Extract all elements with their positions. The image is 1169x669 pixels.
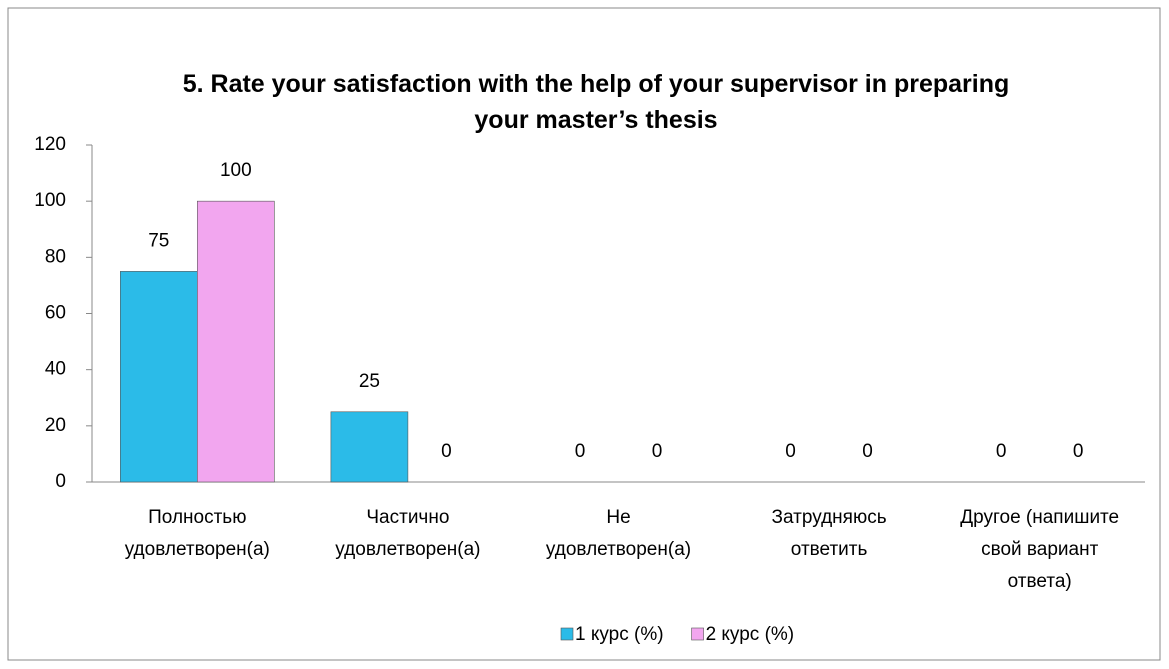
legend-swatch <box>691 627 704 641</box>
x-tick-label: Не удовлетворен(а) <box>546 507 691 560</box>
bar <box>197 200 275 483</box>
chart-title: 5. Rate your satisfaction with the help … <box>183 70 1010 134</box>
data-label: 0 <box>862 441 873 462</box>
data-label: 0 <box>785 441 796 462</box>
data-label: 100 <box>220 160 252 181</box>
y-tick-label: 0 <box>55 471 66 492</box>
data-label: 25 <box>359 371 380 392</box>
legend-label: 1 курс (%) <box>575 624 664 645</box>
y-tick-label: 20 <box>45 415 66 436</box>
legend-label: 2 курс (%) <box>706 624 795 645</box>
y-tick-label: 100 <box>34 190 66 211</box>
y-tick-label: 80 <box>45 246 66 267</box>
x-tick-label: Другое (напишите свой вариант ответа) <box>960 507 1119 592</box>
y-tick-label: 120 <box>34 134 66 155</box>
y-tick-label: 40 <box>45 359 66 380</box>
data-label: 0 <box>996 441 1007 462</box>
data-label: 0 <box>575 441 586 462</box>
data-label: 0 <box>441 441 452 462</box>
data-label: 75 <box>148 230 169 251</box>
data-label: 0 <box>652 441 663 462</box>
y-tick-label: 60 <box>45 303 66 324</box>
data-label: 0 <box>1073 441 1084 462</box>
x-tick-label: Затрудняюсь ответить <box>772 507 887 560</box>
x-tick-label: Частично удовлетворен(а) <box>335 507 480 560</box>
legend-swatch <box>560 627 574 641</box>
x-tick-label: Полностью удовлетворен(а) <box>125 507 270 560</box>
bar <box>120 271 198 483</box>
bar <box>330 411 409 483</box>
